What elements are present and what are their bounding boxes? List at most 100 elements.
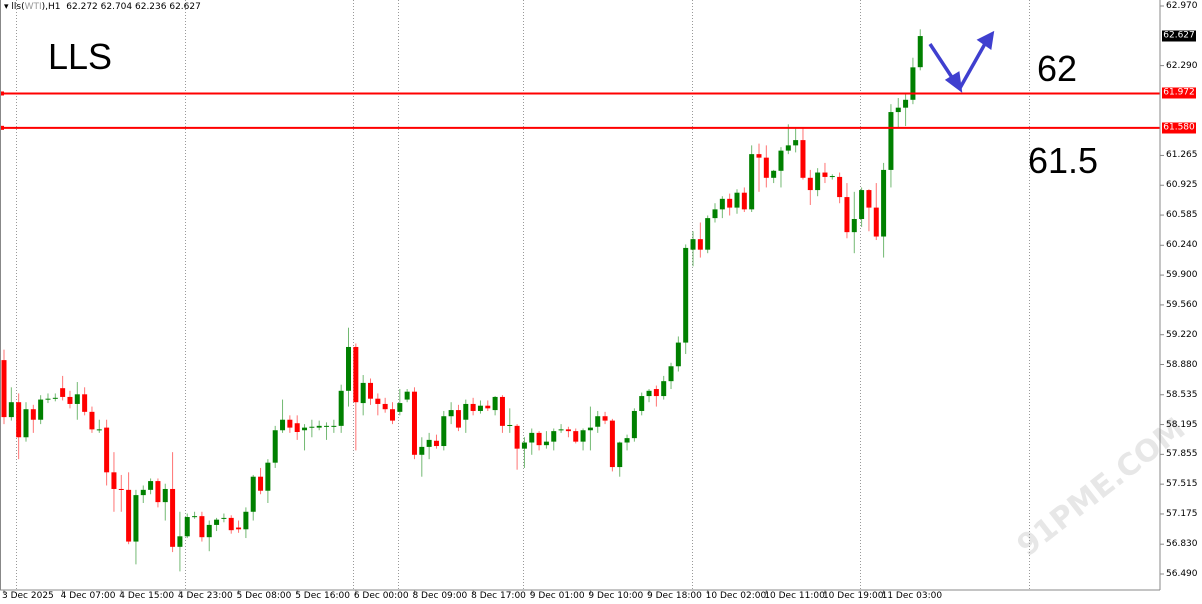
x-tick-label: 4 Dec 07:00 xyxy=(60,591,116,601)
candle-body xyxy=(67,396,73,404)
candle xyxy=(331,419,337,433)
candle-body xyxy=(536,432,542,446)
candle xyxy=(236,520,242,533)
candle-body xyxy=(302,427,308,431)
candle xyxy=(324,422,330,440)
y-tick-label: 60.585 xyxy=(1166,210,1198,221)
candle-body xyxy=(565,429,571,432)
candle-body xyxy=(595,416,601,427)
ohlc-readout: 62.272 62.704 62.236 62.627 xyxy=(66,2,201,12)
candle-body xyxy=(734,192,740,208)
candle xyxy=(565,426,571,438)
level-price-tag: 61.972 xyxy=(1162,87,1196,99)
candle-body xyxy=(888,112,894,170)
candle-body xyxy=(822,172,828,177)
candle-body xyxy=(763,157,769,178)
candle-body xyxy=(895,107,901,113)
candle-body xyxy=(675,342,681,367)
candle-body xyxy=(917,36,923,68)
candle xyxy=(16,393,22,460)
symbol-name: lls( xyxy=(11,2,25,12)
candle-body xyxy=(338,390,344,426)
candle xyxy=(617,441,623,477)
candle-body xyxy=(815,172,821,191)
candle-body xyxy=(749,154,755,210)
candle xyxy=(778,147,784,188)
candle xyxy=(74,382,80,420)
candle-body xyxy=(543,441,549,446)
candle-body xyxy=(668,366,674,382)
candle-body xyxy=(807,177,813,191)
y-tick-label: 56.830 xyxy=(1166,539,1198,550)
x-tick-label: 5 Dec 16:00 xyxy=(295,591,350,601)
candle xyxy=(104,419,110,486)
vertical-grid xyxy=(16,0,1030,590)
candle xyxy=(389,402,395,425)
candle xyxy=(800,127,806,180)
x-tick-label: 10 Dec 11:00 xyxy=(764,591,825,601)
x-tick-label: 9 Dec 01:00 xyxy=(529,591,585,601)
x-tick-label: 3 Dec 2025 xyxy=(2,591,54,601)
candle-body xyxy=(397,403,403,412)
candle xyxy=(727,193,733,216)
candle xyxy=(243,507,249,539)
candle xyxy=(38,395,44,425)
x-tick-label: 10 Dec 19:00 xyxy=(822,591,884,601)
candle xyxy=(888,104,894,188)
x-tick-label: 4 Dec 23:00 xyxy=(177,591,233,601)
candle-body xyxy=(719,198,725,210)
x-tick-label: 8 Dec 09:00 xyxy=(412,591,468,601)
candle-body xyxy=(426,439,432,447)
candle-body xyxy=(236,527,242,530)
candle-body xyxy=(89,411,95,430)
candle xyxy=(595,410,601,433)
candle-body xyxy=(433,440,439,447)
candle-body xyxy=(587,427,593,431)
candle xyxy=(741,187,747,212)
candle-body xyxy=(477,405,483,411)
candle xyxy=(287,415,293,433)
candle xyxy=(382,397,388,413)
candle-body xyxy=(368,382,373,399)
horizontal-levels[interactable] xyxy=(0,91,1160,130)
candle-body xyxy=(683,247,689,343)
candle-body xyxy=(455,410,461,428)
candle-body xyxy=(859,190,865,219)
y-tick-label: 62.290 xyxy=(1166,60,1198,71)
candle xyxy=(646,389,652,403)
candle-body xyxy=(661,381,667,397)
candle xyxy=(851,191,857,254)
y-tick-label: 57.855 xyxy=(1166,449,1198,460)
candle-body xyxy=(353,346,359,403)
candle-body xyxy=(844,197,850,233)
candle xyxy=(426,432,432,460)
candle xyxy=(837,172,843,204)
candle xyxy=(822,162,828,184)
candle xyxy=(250,474,256,521)
candle xyxy=(155,478,161,508)
candle xyxy=(609,418,615,472)
candle-body xyxy=(851,219,857,233)
candle xyxy=(133,489,139,565)
x-tick-label: 11 Dec 03:00 xyxy=(881,591,943,601)
chart-title-annotation: LLS xyxy=(48,36,113,77)
x-tick-label: 6 Dec 00:00 xyxy=(353,591,409,601)
candle xyxy=(829,174,835,180)
collapse-triangle-icon[interactable]: ▾ xyxy=(4,2,9,12)
candle-body xyxy=(8,402,14,418)
candle xyxy=(910,57,916,105)
y-tick-label: 61.265 xyxy=(1166,150,1198,161)
candle-body xyxy=(221,517,227,519)
forecast-arrows[interactable] xyxy=(928,30,995,93)
y-tick-label: 60.240 xyxy=(1166,240,1198,251)
candle xyxy=(353,343,359,451)
candle xyxy=(448,402,454,425)
candle-body xyxy=(346,346,352,391)
level-annotation-61-5: 61.5 xyxy=(1028,140,1099,181)
candle-body xyxy=(111,472,117,489)
candle-body xyxy=(727,198,733,208)
candle-body xyxy=(485,405,491,409)
x-tick-label: 9 Dec 18:00 xyxy=(647,591,702,601)
candle xyxy=(668,362,674,390)
candle xyxy=(551,428,557,451)
